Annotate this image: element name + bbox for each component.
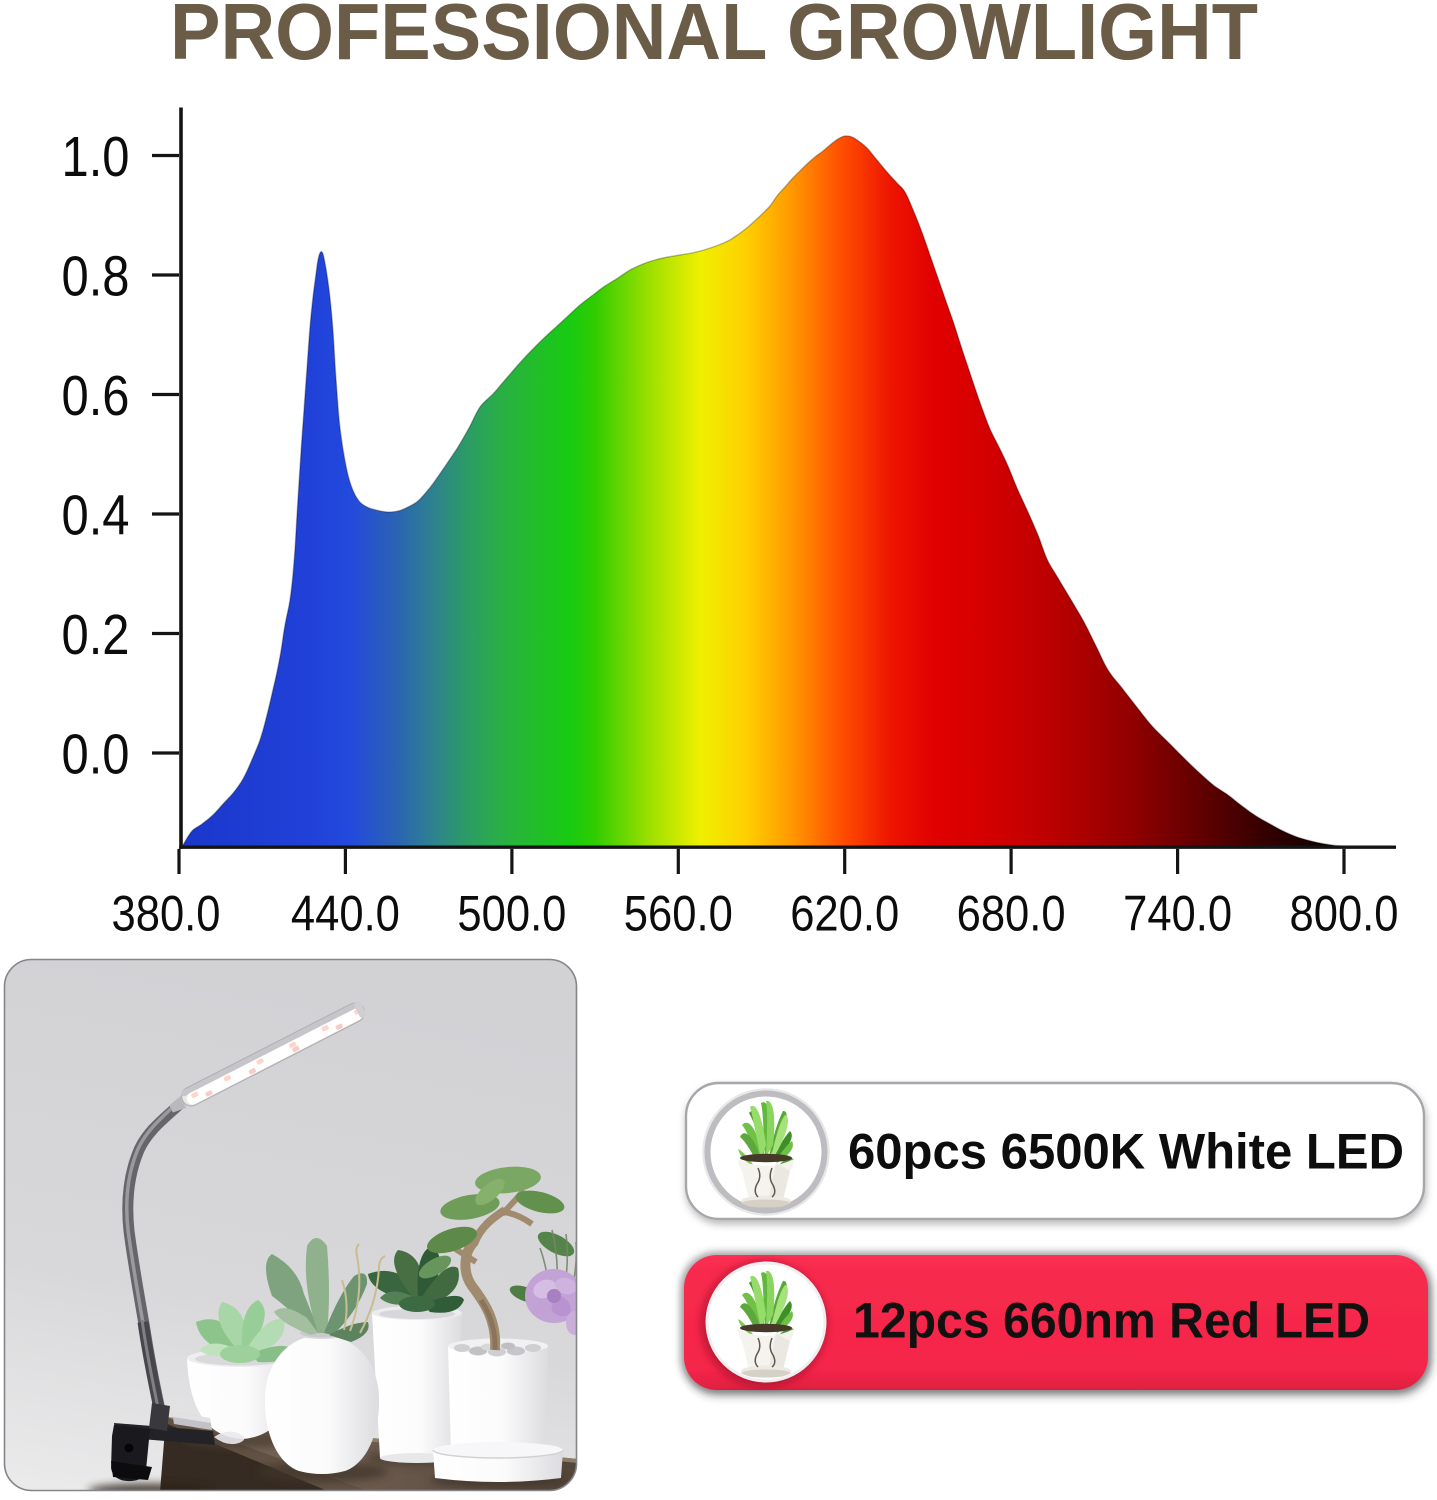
svg-text:740.0: 740.0: [1123, 886, 1232, 942]
svg-text:PROFESSIONAL GROWLIGHT: PROFESSIONAL GROWLIGHT: [170, 0, 1258, 76]
svg-text:440.0: 440.0: [291, 886, 400, 942]
svg-text:0.2: 0.2: [62, 603, 130, 666]
svg-text:0.4: 0.4: [62, 484, 130, 547]
svg-text:560.0: 560.0: [624, 886, 733, 942]
svg-text:0.8: 0.8: [62, 245, 130, 308]
svg-text:0.6: 0.6: [62, 364, 130, 427]
svg-text:12pcs 660nm Red LED: 12pcs 660nm Red LED: [853, 1293, 1370, 1349]
svg-text:500.0: 500.0: [457, 886, 566, 942]
svg-text:380.0: 380.0: [112, 886, 221, 942]
svg-text:620.0: 620.0: [790, 886, 899, 942]
svg-text:680.0: 680.0: [957, 886, 1066, 942]
svg-text:0.0: 0.0: [62, 723, 130, 786]
svg-text:1.0: 1.0: [62, 125, 130, 188]
svg-text:60pcs 6500K White LED: 60pcs 6500K White LED: [848, 1124, 1404, 1180]
svg-text:800.0: 800.0: [1290, 886, 1399, 942]
